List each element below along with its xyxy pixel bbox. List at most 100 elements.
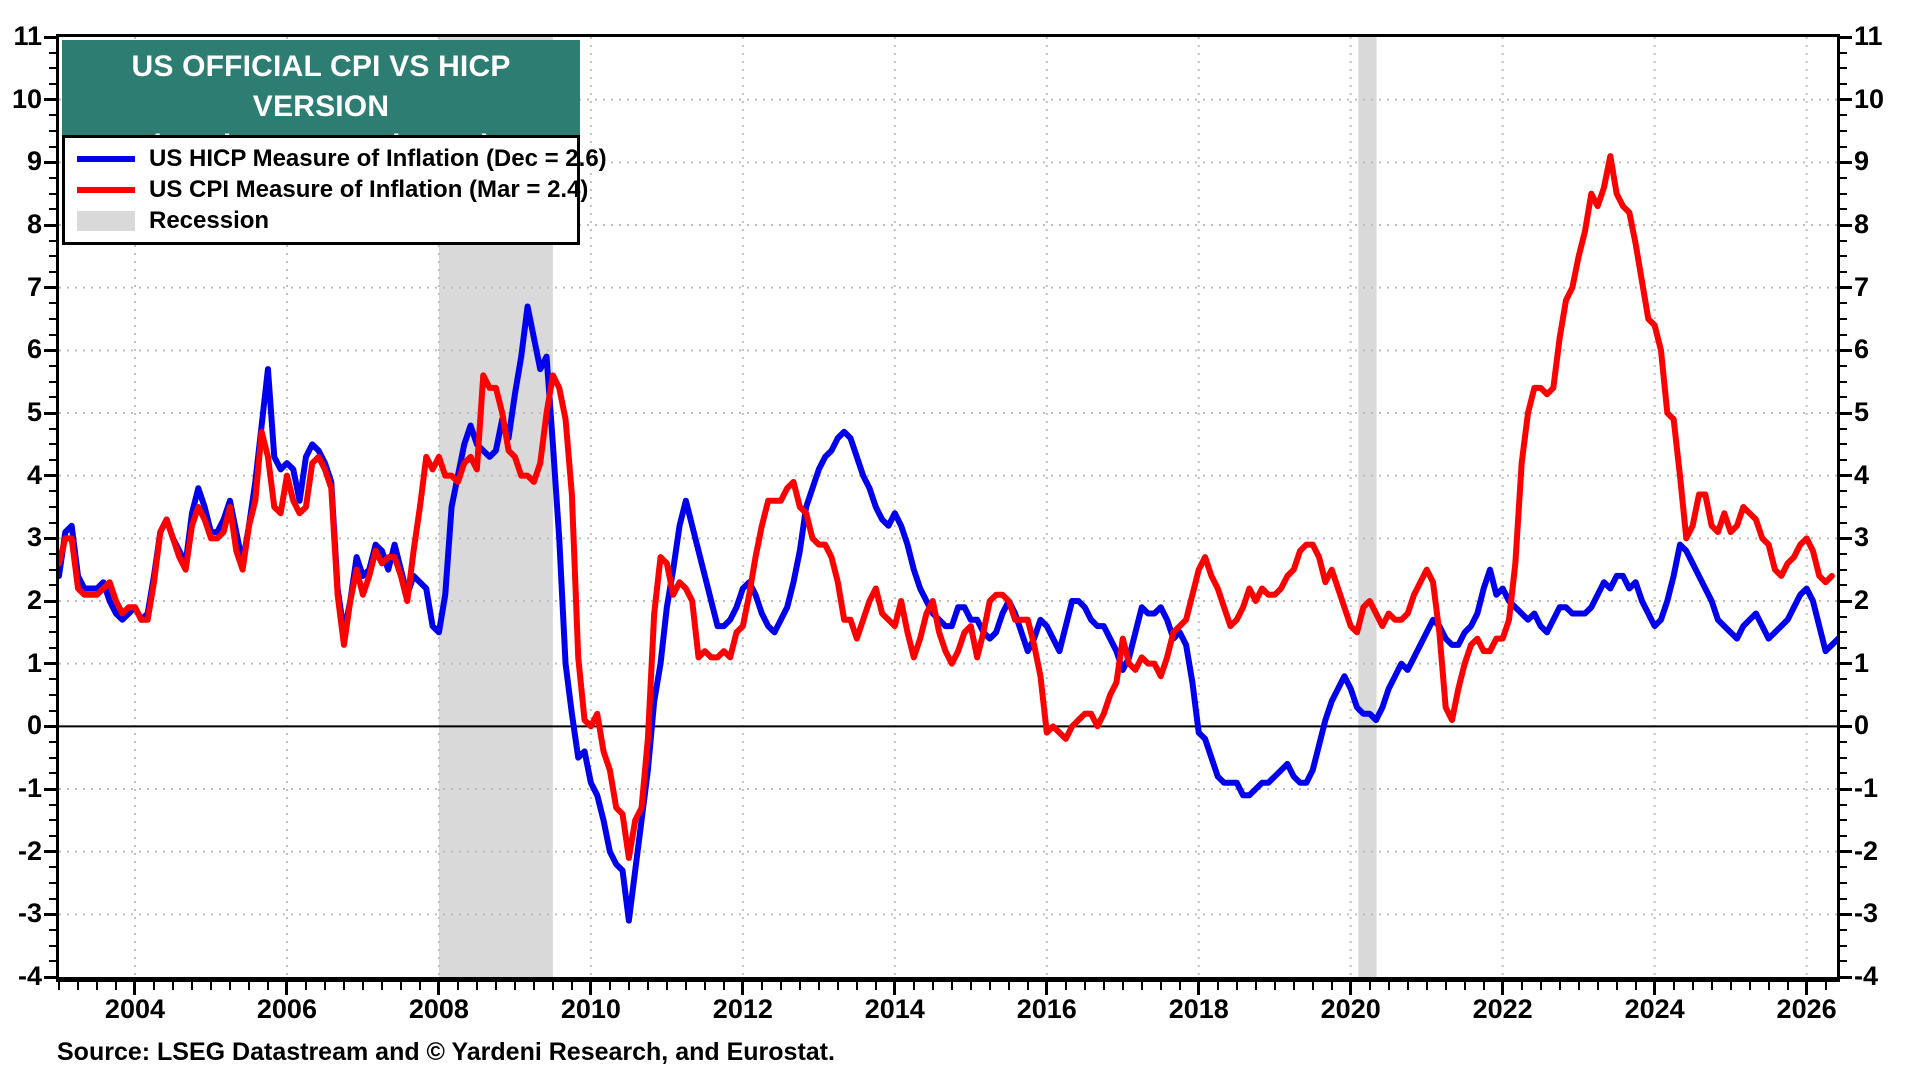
y-axis-minor-tick-right: [1840, 365, 1847, 367]
y-axis-minor-tick-left: [49, 615, 56, 618]
y-axis-minor-tick-left: [49, 333, 56, 336]
y-axis-minor-tick-left: [49, 866, 56, 869]
y-axis-label-left: 6: [26, 334, 42, 365]
x-axis-minor-tick: [874, 982, 877, 990]
y-axis-tick-right: [1840, 223, 1852, 227]
x-axis-minor-tick: [171, 982, 174, 990]
y-axis-minor-tick-left: [49, 553, 56, 555]
y-axis-minor-tick-left: [49, 130, 56, 132]
y-axis-minor-tick-right: [1840, 145, 1847, 148]
x-axis-minor-tick: [1520, 982, 1523, 990]
series-line-us-cpi-measure-of-inflation: [59, 153, 1835, 861]
y-axis-minor-tick-right: [1840, 271, 1847, 273]
y-axis-minor-tick-right: [1840, 882, 1847, 884]
y-axis-label-right: 11: [1854, 21, 1883, 51]
x-axis-minor-tick: [494, 982, 497, 990]
x-axis-minor-tick: [1292, 982, 1295, 990]
y-axis-tick-right: [1840, 787, 1852, 791]
x-axis-minor-tick: [1786, 982, 1789, 990]
y-axis-minor-tick-left: [49, 365, 56, 367]
x-axis-minor-tick: [931, 982, 934, 990]
y-axis-minor-tick-right: [1840, 615, 1847, 618]
y-axis-minor-tick-left: [49, 568, 56, 571]
y-axis-tick-right: [1840, 474, 1852, 478]
x-axis-tick: [1653, 982, 1657, 995]
y-axis-label-right: -1: [1854, 773, 1879, 803]
x-axis-minor-tick: [1406, 982, 1409, 990]
y-axis-label-left: 0: [26, 710, 42, 741]
x-axis-minor-tick: [1273, 982, 1276, 990]
x-axis-minor-tick: [1121, 982, 1124, 990]
x-axis-minor-tick: [1463, 982, 1466, 990]
page-title: US OFFICIAL CPI VS HICP VERSION: [131, 50, 511, 123]
legend-item-hicp[interactable]: US HICP Measure of Inflation (Dec = 2.6): [65, 143, 607, 174]
x-axis-minor-tick: [1767, 982, 1770, 990]
y-axis-minor-tick-right: [1840, 960, 1847, 963]
y-axis-minor-tick-left: [49, 51, 56, 54]
y-axis-minor-tick-left: [49, 803, 56, 806]
x-axis-minor-tick: [1178, 982, 1181, 990]
y-axis-label-right: 2: [1854, 585, 1870, 615]
x-axis-minor-tick: [95, 982, 98, 990]
legend-label-cpi: US CPI Measure of Inflation (Mar = 2.4): [149, 175, 589, 203]
x-axis-minor-tick: [1064, 982, 1067, 990]
y-axis-label-left: -3: [17, 898, 42, 929]
x-axis-minor-tick: [608, 982, 611, 990]
x-axis-minor-tick: [58, 982, 60, 990]
legend-line-swatch-cpi: [77, 186, 135, 193]
x-axis-minor-tick: [247, 982, 250, 990]
y-axis-minor-tick-right: [1840, 756, 1847, 759]
y-axis-minor-tick-right: [1840, 521, 1847, 524]
y-axis-minor-tick-right: [1840, 819, 1847, 822]
y-axis-minor-tick-right: [1840, 380, 1847, 383]
y-axis-minor-tick-left: [49, 819, 56, 822]
y-axis-minor-tick-left: [49, 647, 56, 649]
y-axis-tick-right: [1840, 411, 1852, 415]
y-axis-tick-left: [44, 474, 56, 478]
x-axis-label: 2026: [1776, 994, 1837, 1024]
y-axis-tick-right: [1840, 599, 1852, 603]
legend-item-recession[interactable]: Recession: [65, 205, 577, 236]
x-axis-minor-tick: [665, 982, 668, 990]
y-axis-tick-left: [44, 787, 56, 791]
y-axis-minor-tick-left: [49, 177, 56, 179]
y-axis-minor-tick-left: [49, 584, 56, 587]
y-axis-minor-tick-right: [1840, 443, 1847, 446]
y-axis-minor-tick-left: [49, 192, 56, 195]
y-axis-minor-tick-right: [1840, 239, 1847, 242]
x-axis-tick: [589, 982, 593, 995]
y-axis-minor-tick-left: [49, 678, 56, 681]
y-axis-tick-right: [1840, 662, 1852, 666]
y-axis-minor-tick-right: [1840, 318, 1847, 320]
y-axis-tick-left: [44, 35, 56, 39]
y-axis-minor-tick-left: [49, 443, 56, 446]
y-axis-minor-tick-right: [1840, 51, 1847, 54]
x-axis-minor-tick: [1311, 982, 1314, 990]
y-axis-minor-tick-right: [1840, 333, 1847, 336]
y-axis-minor-tick-left: [49, 380, 56, 383]
y-axis-minor-tick-left: [49, 271, 56, 273]
legend-label-hicp: US HICP Measure of Inflation (Dec = 2.6): [149, 144, 607, 172]
x-axis-minor-tick: [988, 982, 991, 990]
y-axis-tick-left: [44, 850, 56, 854]
x-axis-minor-tick: [1235, 982, 1238, 990]
legend-label-recession: Recession: [149, 206, 270, 234]
x-axis-minor-tick: [1368, 982, 1371, 990]
x-axis-minor-tick: [513, 982, 516, 990]
x-axis-tick: [133, 982, 137, 995]
y-axis-tick-right: [1840, 348, 1852, 352]
y-axis-minor-tick-left: [49, 318, 56, 320]
x-axis-label: 2008: [408, 994, 469, 1024]
x-axis-label: 2022: [1472, 994, 1533, 1024]
y-axis-label-right: -4: [1854, 961, 1879, 991]
x-axis-minor-tick: [1387, 982, 1390, 990]
y-axis-tick-right: [1840, 912, 1852, 916]
y-axis-label-right: 8: [1854, 209, 1870, 239]
y-axis-minor-tick-right: [1840, 866, 1847, 869]
y-axis-label-left: 10: [11, 83, 42, 114]
x-axis-minor-tick: [266, 982, 269, 990]
x-axis-minor-tick: [836, 982, 839, 990]
legend-item-cpi[interactable]: US CPI Measure of Inflation (Mar = 2.4): [65, 174, 588, 205]
x-axis-minor-tick: [684, 982, 687, 990]
y-axis-label-right: -3: [1854, 898, 1879, 929]
